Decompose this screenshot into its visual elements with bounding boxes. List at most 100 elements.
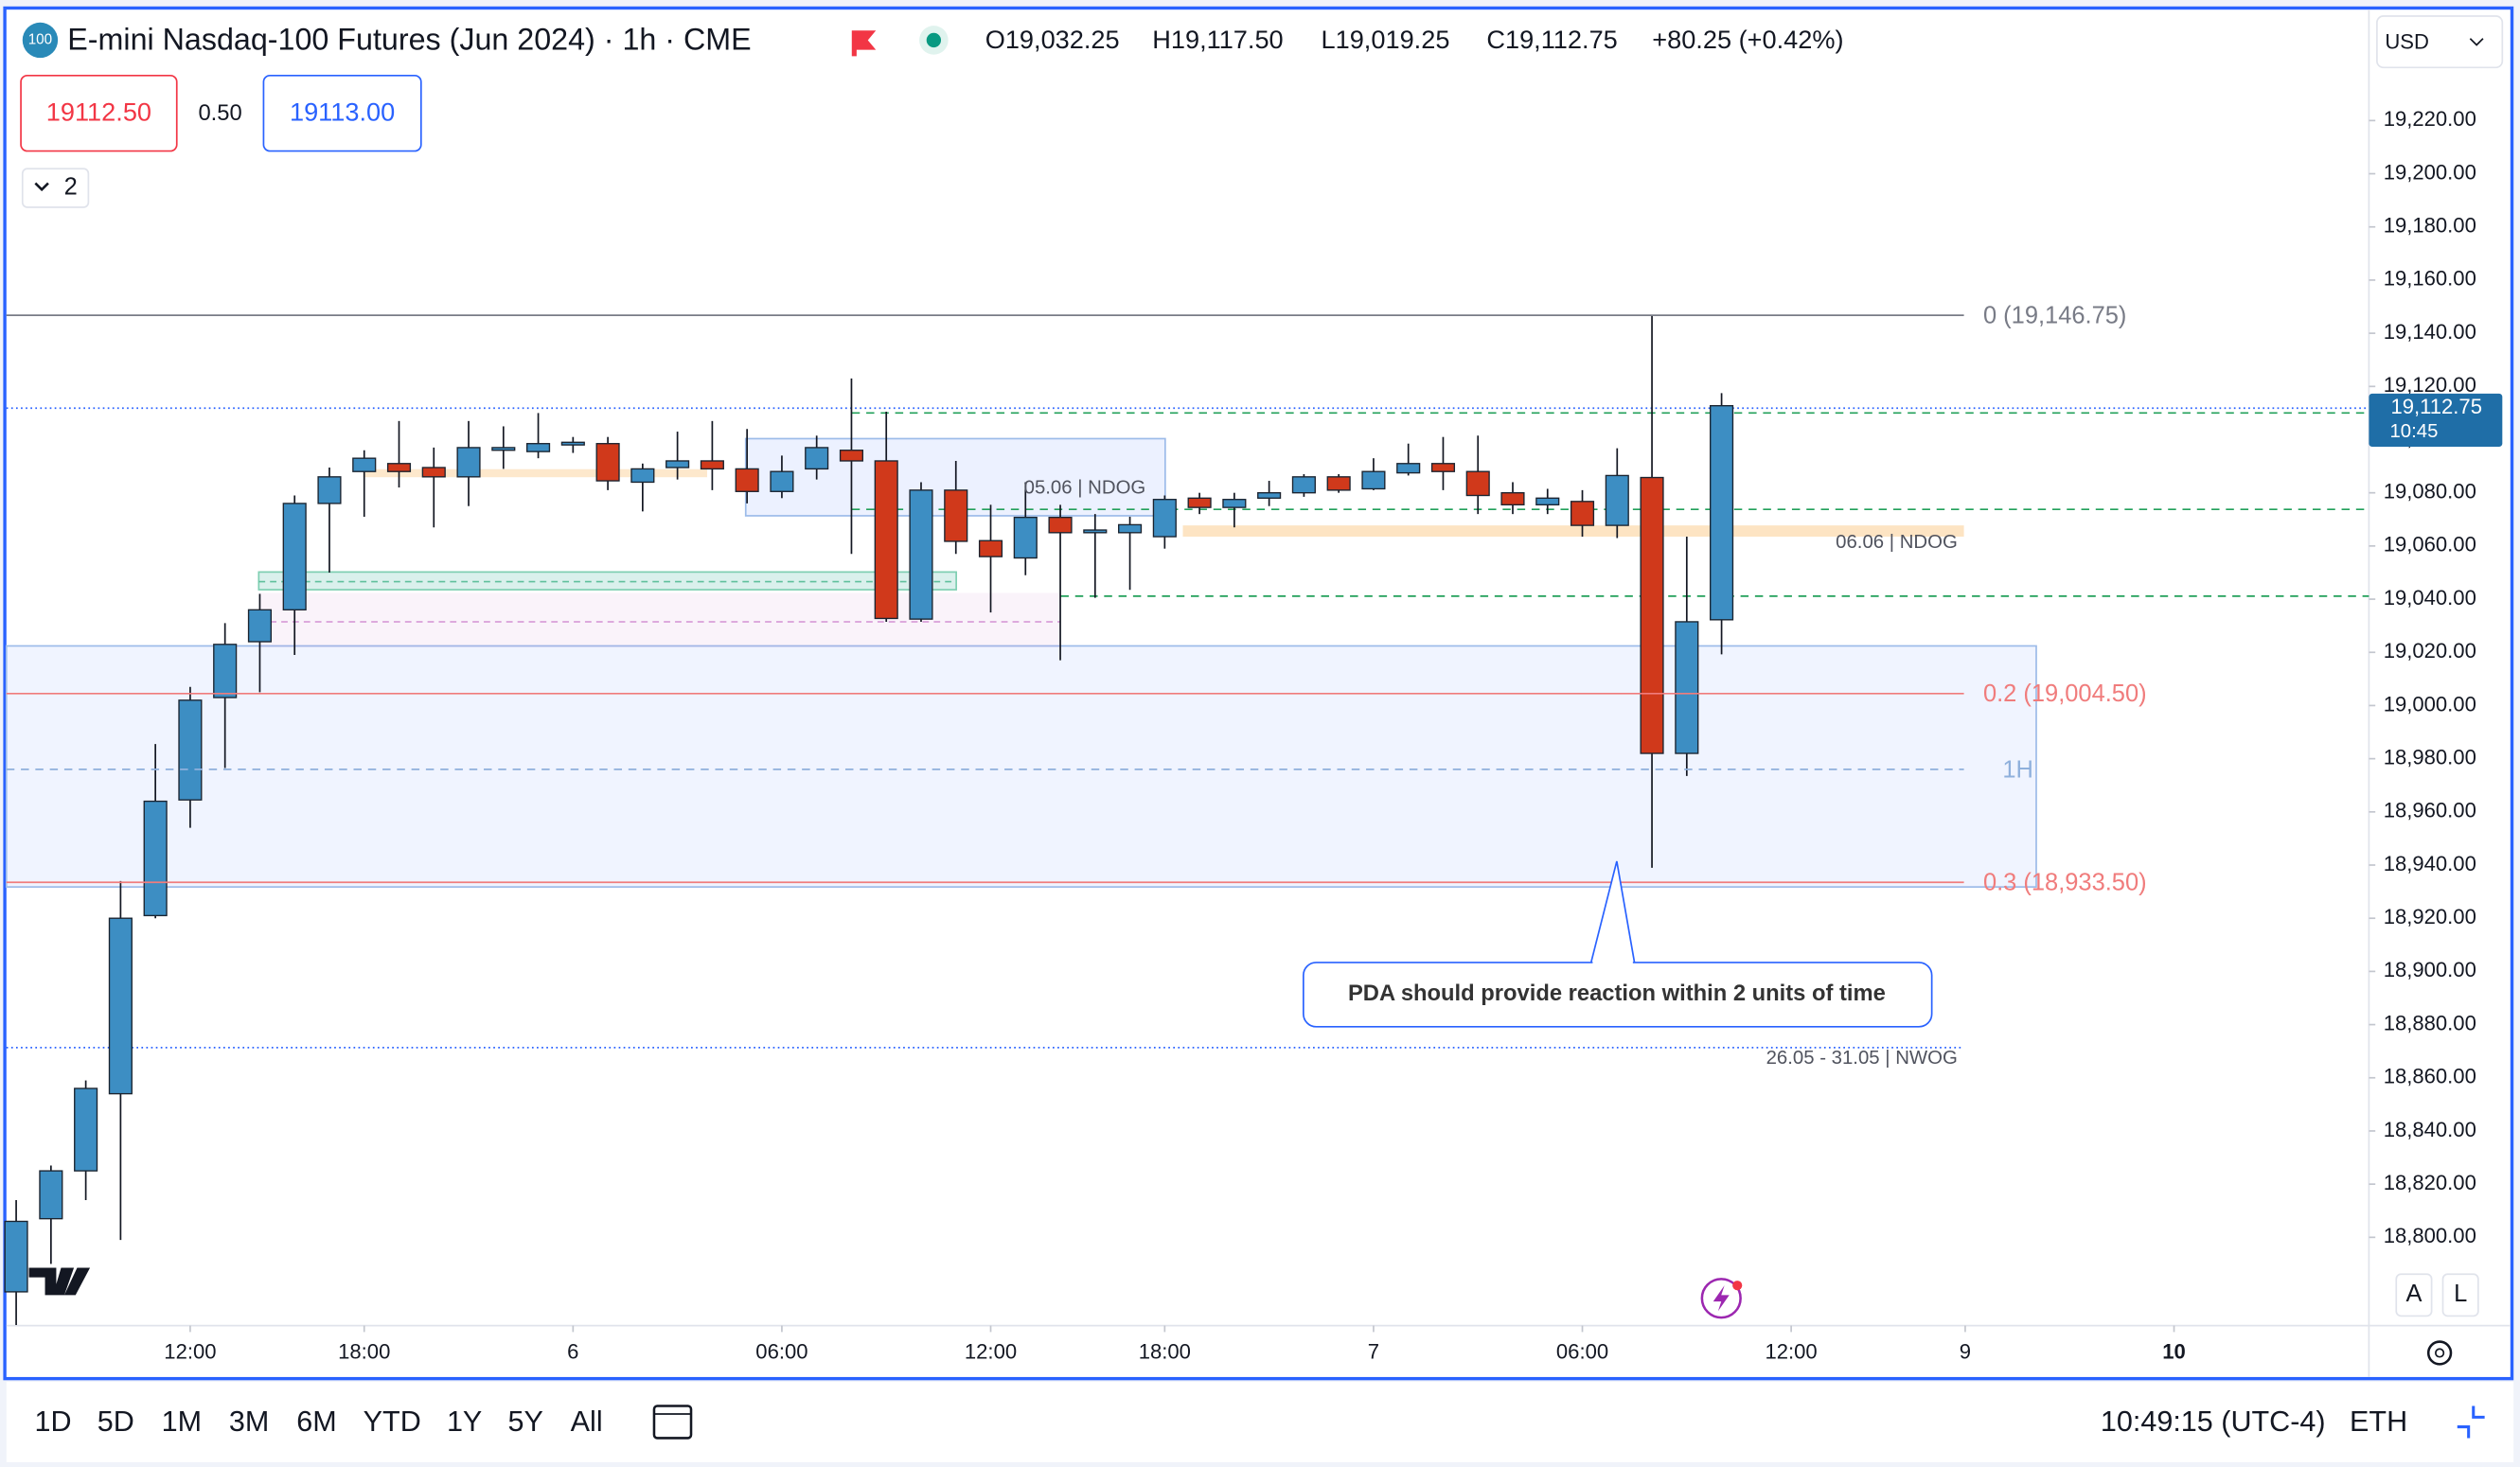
range-button[interactable]: 1M [162, 1405, 202, 1438]
callout-pointer [1589, 860, 1636, 963]
range-buttons: 1D 5D 1M 3M 6M YTD 1Y 5Y All [34, 1405, 602, 1438]
currency-select[interactable] [2376, 15, 2504, 69]
y-tick-label: 19,220.00 [2384, 107, 2476, 131]
range-button[interactable]: 1Y [447, 1405, 482, 1438]
log-scale-label: L [2454, 1281, 2467, 1307]
candle-body [1396, 463, 1421, 474]
candle-body [1430, 463, 1456, 472]
y-tick-label: 18,980.00 [2384, 745, 2476, 769]
alert-dot [1732, 1281, 1743, 1291]
candle-body [770, 470, 794, 492]
range-button[interactable]: 3M [229, 1405, 269, 1438]
x-tick-label: 06:00 [1556, 1339, 1608, 1363]
candle-body [805, 447, 829, 470]
range-button[interactable]: All [571, 1405, 603, 1438]
candle-body [4, 1220, 28, 1293]
ohlc: O19,032.25 H19,117.50 L19,019.25 C19,112… [985, 25, 1844, 54]
candle-body [839, 450, 864, 462]
indicators-count: 2 [64, 173, 78, 200]
price-tag [2369, 393, 2503, 447]
range-button[interactable]: 1D [34, 1405, 71, 1438]
candle-body [560, 441, 585, 446]
y-tick-label: 18,820.00 [2384, 1171, 2476, 1194]
gap-band [363, 468, 707, 478]
candle-body [317, 476, 342, 504]
currency: USD [2385, 30, 2429, 54]
x-tick-label: 6 [567, 1339, 578, 1363]
buy-button[interactable] [262, 74, 422, 152]
indicators-toggle[interactable] [21, 168, 90, 208]
logo [28, 1267, 91, 1296]
settings-icon[interactable] [2426, 1340, 2453, 1366]
session[interactable]: ETH [2350, 1405, 2407, 1438]
candle-body [108, 917, 133, 1095]
y-tick-label: 18,800.00 [2384, 1224, 2476, 1247]
ndog-label: 06.06 | NDOG [1836, 532, 1958, 553]
y-tick-label: 19,040.00 [2384, 586, 2476, 610]
ndog-band [1182, 525, 1964, 538]
symbol-title[interactable]: E-mini Nasdaq-100 Futures (Jun 2024) · 1… [67, 23, 751, 57]
ohlc-close: C19,112.75 [1486, 25, 1617, 54]
clock[interactable]: 10:49:15 (UTC-4) [2101, 1405, 2326, 1438]
candle-body [456, 447, 481, 478]
range-button[interactable]: YTD [364, 1405, 421, 1438]
chevron [34, 182, 49, 192]
level-label: 0 (19,146.75) [1983, 303, 2126, 329]
x-tick-label: 10 [2162, 1339, 2186, 1363]
candle-body [1013, 516, 1038, 559]
candle-body [1535, 497, 1560, 506]
x-tick-label: 18:00 [1139, 1339, 1191, 1363]
y-tick-label: 19,180.00 [2384, 214, 2476, 238]
candle-body [352, 457, 377, 472]
y-tick-label: 19,060.00 [2384, 533, 2476, 557]
candle-body [282, 503, 307, 610]
x-tick-label: 12:00 [965, 1339, 1017, 1363]
candle-body [978, 539, 1003, 557]
sell-button[interactable] [20, 74, 178, 152]
y-tick-label: 19,200.00 [2384, 160, 2476, 184]
date-range-icon[interactable] [652, 1405, 693, 1440]
y-tick-label: 19,080.00 [2384, 480, 2476, 504]
price-tag-value: 19,112.75 [2390, 395, 2482, 418]
maximize-icon[interactable] [2457, 1405, 2485, 1439]
candle-body [1500, 492, 1525, 506]
range-button[interactable]: 5Y [507, 1405, 542, 1438]
log-scale[interactable] [2441, 1273, 2479, 1317]
x-tick-label: 7 [1368, 1339, 1379, 1363]
y-tick-label: 19,140.00 [2384, 320, 2476, 344]
range-button[interactable]: 6M [296, 1405, 336, 1438]
range-button[interactable]: 5D [98, 1405, 134, 1438]
candle-body [665, 460, 690, 468]
auto-scale[interactable] [2395, 1273, 2433, 1317]
flag-icon[interactable] [851, 30, 877, 57]
candle-body [143, 800, 168, 917]
ohlc-change: +80.25 (+0.42%) [1652, 25, 1843, 54]
level-label: 0.2 (19,004.50) [1983, 680, 2147, 707]
candle-body [1118, 523, 1143, 534]
ohlc-low: L19,019.25 [1322, 25, 1450, 54]
candle-body [874, 460, 898, 620]
ask: 19113.00 [290, 97, 395, 127]
candle-body [74, 1087, 98, 1172]
candle-body [1640, 476, 1664, 754]
status-dot [926, 32, 942, 48]
candle-body [1291, 476, 1316, 494]
candle-body [1257, 492, 1282, 499]
candle-body [39, 1170, 63, 1220]
auto-scale-label: A [2405, 1281, 2422, 1307]
candle-body [386, 463, 412, 472]
candle-body [1675, 621, 1699, 754]
symbol-badge [22, 22, 59, 59]
candle-body [247, 609, 273, 643]
candle-body [1605, 474, 1629, 526]
ndog-label: 05.06 | NDOG [1024, 477, 1146, 498]
countdown: 10:45 [2389, 421, 2438, 442]
bolt [1713, 1285, 1730, 1312]
spread: 0.50 [198, 100, 241, 126]
y-tick-label: 19,160.00 [2384, 267, 2476, 291]
candle-body [1570, 501, 1595, 526]
candle-body [1222, 499, 1247, 508]
ohlc-open: O19,032.25 [985, 25, 1120, 54]
callout-text: PDA should provide reaction within 2 uni… [1348, 981, 1886, 1006]
